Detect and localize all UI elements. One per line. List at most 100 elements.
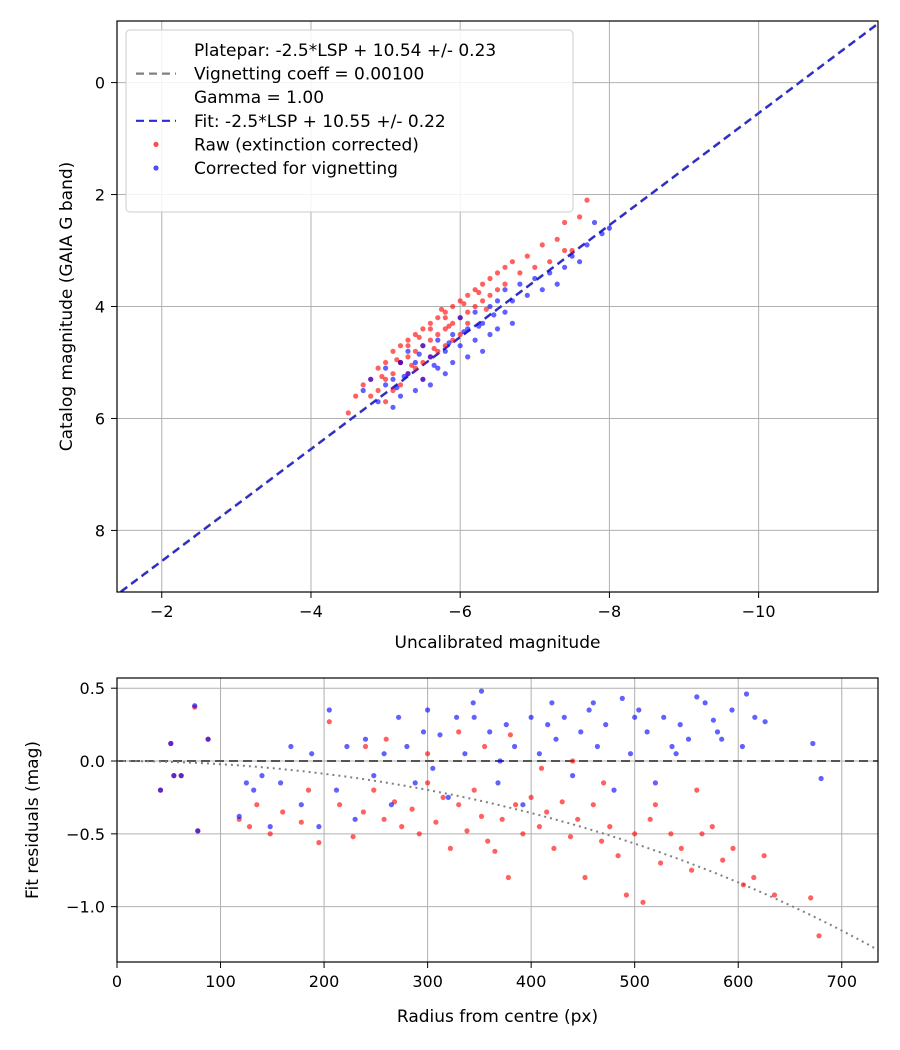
- point-raw-extinction-corrected: [254, 802, 260, 808]
- y-tick-label: 0.0: [80, 752, 105, 771]
- point-raw-extinction-corrected: [383, 376, 389, 382]
- point-corrected-for-vignetting: [420, 376, 426, 382]
- magnitude-calibration-chart: −2 −4 −6 −8 −10 0 2 4 6 8 Uncalibrated magnitude…: [57, 20, 879, 653]
- point-raw-extinction-corrected: [816, 933, 822, 939]
- point-raw-extinction-corrected: [375, 365, 381, 371]
- point-raw-extinction-corrected: [678, 845, 684, 852]
- bottom-y-axis-label: Fit residuals (mag): [23, 741, 43, 899]
- point-raw-extinction-corrected: [383, 359, 389, 366]
- point-corrected-for-vignetting: [818, 775, 824, 782]
- point-corrected-for-vignetting: [636, 707, 642, 713]
- point-raw-extinction-corrected: [582, 874, 588, 881]
- point-corrected-for-vignetting: [570, 773, 576, 779]
- point-corrected-for-vignetting: [236, 813, 242, 820]
- point-raw-extinction-corrected: [480, 281, 486, 287]
- point-corrected-for-vignetting: [462, 751, 468, 757]
- point-raw-extinction-corrected: [502, 264, 508, 270]
- point-raw-extinction-corrected: [539, 242, 545, 248]
- legend-box: [125, 29, 574, 213]
- point-raw-extinction-corrected: [562, 247, 568, 254]
- point-corrected-for-vignetting: [509, 298, 515, 304]
- y-tick-label: 0: [95, 74, 105, 93]
- point-raw-extinction-corrected: [435, 348, 441, 354]
- point-corrected-for-vignetting: [405, 348, 411, 354]
- point-corrected-for-vignetting: [471, 714, 477, 720]
- point-raw-extinction-corrected: [465, 320, 471, 326]
- point-raw-extinction-corrected: [487, 292, 493, 298]
- point-corrected-for-vignetting: [461, 329, 467, 335]
- y-tick-label: 2: [95, 186, 105, 205]
- point-corrected-for-vignetting: [427, 354, 433, 360]
- point-corrected-for-vignetting: [509, 320, 515, 326]
- point-raw-extinction-corrected: [427, 337, 433, 343]
- point-raw-extinction-corrected: [360, 382, 366, 388]
- point-raw-extinction-corrected: [584, 197, 590, 203]
- point-corrected-for-vignetting: [487, 331, 493, 338]
- point-corrected-for-vignetting: [517, 281, 523, 287]
- point-corrected-for-vignetting: [288, 743, 294, 750]
- legend-marker: [153, 141, 159, 147]
- point-corrected-for-vignetting: [584, 242, 590, 248]
- point-raw-extinction-corrected: [464, 828, 470, 834]
- point-corrected-for-vignetting: [388, 802, 394, 808]
- point-raw-extinction-corrected: [472, 287, 478, 293]
- legend-label: Gamma = 1.00: [194, 88, 324, 108]
- point-corrected-for-vignetting: [810, 740, 816, 747]
- point-raw-extinction-corrected: [390, 371, 396, 377]
- point-corrected-for-vignetting: [381, 751, 387, 757]
- point-raw-extinction-corrected: [405, 337, 411, 343]
- point-corrected-for-vignetting: [491, 312, 497, 318]
- point-raw-extinction-corrected: [416, 831, 422, 837]
- point-corrected-for-vignetting: [420, 729, 427, 735]
- point-raw-extinction-corrected: [267, 831, 273, 837]
- point-corrected-for-vignetting: [465, 354, 471, 360]
- point-corrected-for-vignetting: [309, 751, 315, 757]
- point-corrected-for-vignetting: [362, 736, 369, 742]
- point-corrected-for-vignetting: [497, 758, 503, 764]
- residuals-chart: 0 100 200 300 400 500 600 700 0.5 0.0 −0.5 −1.0 Ra…: [23, 677, 879, 1027]
- point-raw-extinction-corrected: [405, 343, 411, 349]
- point-corrected-for-vignetting: [416, 351, 422, 357]
- point-raw-extinction-corrected: [536, 824, 543, 830]
- x-tick-label: 500: [619, 972, 650, 991]
- point-raw-extinction-corrected: [494, 287, 501, 293]
- point-corrected-for-vignetting: [431, 362, 437, 368]
- point-corrected-for-vignetting: [520, 802, 526, 808]
- top-y-ticks: 0 2 4 6 8: [95, 74, 117, 540]
- point-raw-extinction-corrected: [457, 298, 463, 304]
- point-corrected-for-vignetting: [562, 264, 568, 270]
- point-raw-extinction-corrected: [492, 848, 498, 854]
- point-corrected-for-vignetting: [586, 707, 592, 713]
- point-raw-extinction-corrected: [559, 799, 565, 805]
- bottom-plot-frame: [116, 677, 879, 963]
- point-raw-extinction-corrected: [337, 802, 343, 808]
- point-corrected-for-vignetting: [591, 219, 598, 226]
- point-raw-extinction-corrected: [383, 736, 389, 742]
- point-corrected-for-vignetting: [383, 365, 389, 371]
- point-raw-extinction-corrected: [450, 337, 456, 343]
- point-corrected-for-vignetting: [192, 703, 198, 709]
- point-corrected-for-vignetting: [243, 780, 249, 786]
- point-raw-extinction-corrected: [513, 802, 519, 808]
- point-corrected-for-vignetting: [677, 722, 683, 728]
- point-raw-extinction-corrected: [689, 867, 695, 873]
- point-raw-extinction-corrected: [298, 819, 304, 825]
- point-raw-extinction-corrected: [326, 719, 332, 725]
- point-raw-extinction-corrected: [482, 743, 488, 750]
- point-raw-extinction-corrected: [425, 780, 431, 786]
- point-corrected-for-vignetting: [606, 225, 613, 231]
- point-corrected-for-vignetting: [561, 714, 567, 720]
- point-corrected-for-vignetting: [396, 714, 402, 720]
- point-raw-extinction-corrected: [246, 824, 253, 830]
- point-corrected-for-vignetting: [524, 292, 530, 298]
- point-corrected-for-vignetting: [569, 253, 575, 259]
- point-raw-extinction-corrected: [480, 298, 486, 304]
- point-raw-extinction-corrected: [547, 259, 553, 265]
- point-corrected-for-vignetting: [457, 343, 463, 349]
- y-tick-label: 8: [95, 521, 105, 540]
- point-raw-extinction-corrected: [640, 899, 646, 905]
- point-corrected-for-vignetting: [390, 404, 396, 410]
- point-raw-extinction-corrected: [808, 895, 814, 901]
- point-raw-extinction-corrected: [412, 331, 418, 338]
- point-corrected-for-vignetting: [278, 780, 284, 786]
